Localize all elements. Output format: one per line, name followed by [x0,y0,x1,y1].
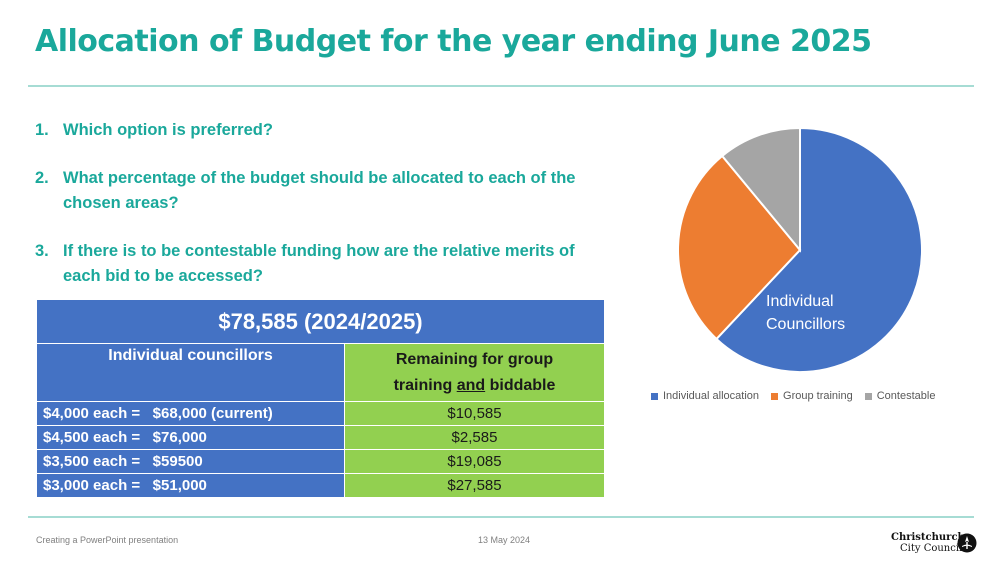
allocation-option: $4,500 each = $76,000 [36,425,345,450]
council-logo-icon [957,533,977,553]
column-header-remaining: Remaining for group training and biddable [344,343,605,402]
remaining-amount: $2,585 [344,425,605,450]
legend-swatch [771,392,779,400]
footer-divider [28,516,974,518]
legend-label: Group training [783,390,853,402]
question-text: Which option is preferred? [63,121,273,139]
question-number: 1. [35,121,49,139]
pie-slices [677,126,923,373]
column-header-remaining-line2b: biddable [485,376,556,394]
question-item: 2. What percentage of the budget should … [35,166,615,216]
legend-item: Contestable [864,390,936,402]
allocation-option: $3,500 each = $59500 [36,449,345,474]
remaining-amount: $27,585 [344,473,605,498]
question-item: 3. If there is to be contestable funding… [35,239,615,289]
council-logo: Christchurch City Council [891,532,977,556]
table-row: $3,500 each = $59500 $19,085 [36,449,605,474]
slice-label-line1: Individual [766,293,834,310]
legend-swatch [651,392,658,400]
question-text: What percentage of the budget should be … [63,169,576,212]
column-header-individual: Individual councillors [36,343,345,402]
legend-item: Individual allocation [651,390,759,402]
remaining-amount: $19,085 [344,449,605,474]
logo-text-line2: City Council [900,543,963,554]
question-number: 3. [35,242,49,260]
question-list: 1. Which option is preferred? 2. What pe… [35,118,615,312]
question-number: 2. [35,169,49,187]
slice-label-line2: Councillors [766,316,845,333]
pie-slice-individual-allocation [715,126,923,373]
column-header-remaining-and: and [456,376,486,394]
footer-presentation-title: Creating a PowerPoint presentation [36,535,179,545]
question-text: If there is to be contestable funding ho… [63,242,575,285]
allocation-option: $3,000 each = $51,000 [36,473,345,498]
legend-label: Individual allocation [663,390,760,402]
legend-swatch [864,392,872,400]
budget-total-header: $78,585 (2024/2025) [36,299,605,344]
question-item: 1. Which option is preferred? [35,118,615,143]
budget-pie-chart: Individual Councillors [677,126,923,373]
allocation-option: $4,000 each = $68,000 (current) [36,401,345,426]
remaining-amount: $10,585 [344,401,605,426]
pie-slice-contestable [720,126,801,253]
column-header-remaining-line2a: training [393,376,457,394]
slide-title: Allocation of Budget for the year ending… [35,24,872,59]
legend-item: Group training [771,390,853,402]
table-row: $4,500 each = $76,000 $2,585 [36,425,605,450]
pie-slice-group-training [677,154,802,341]
column-header-remaining-line1: Remaining for group [395,350,554,368]
budget-table: $78,585 (2024/2025) Individual councillo… [36,299,605,498]
legend-label: Contestable [876,390,936,402]
header-divider [28,85,974,87]
table-row: $4,000 each = $68,000 (current) $10,585 [36,401,605,426]
chart-legend: Individual allocation Group training Conte… [651,390,947,402]
logo-text-line1: Christchurch [891,532,965,543]
footer-date: 13 May 2024 [478,535,531,545]
table-row: $3,000 each = $51,000 $27,585 [36,473,605,498]
